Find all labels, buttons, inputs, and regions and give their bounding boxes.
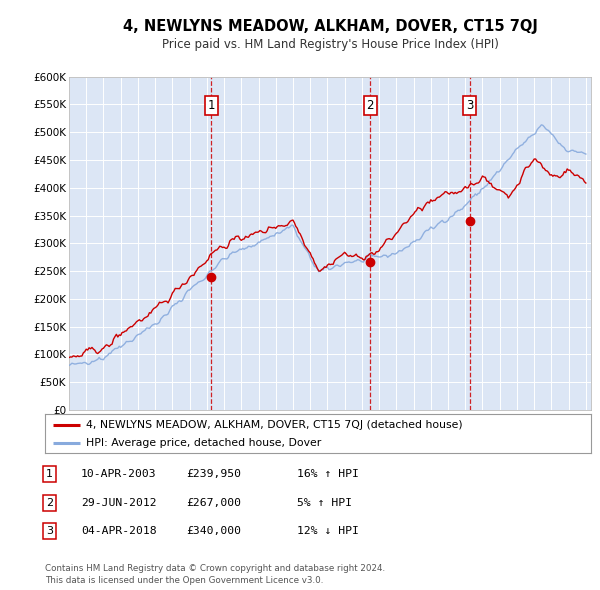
Text: 4, NEWLYNS MEADOW, ALKHAM, DOVER, CT15 7QJ (detached house): 4, NEWLYNS MEADOW, ALKHAM, DOVER, CT15 7… xyxy=(86,420,463,430)
Text: 16% ↑ HPI: 16% ↑ HPI xyxy=(297,470,359,479)
Text: £239,950: £239,950 xyxy=(186,470,241,479)
Text: HPI: Average price, detached house, Dover: HPI: Average price, detached house, Dove… xyxy=(86,438,321,448)
Text: 3: 3 xyxy=(46,526,53,536)
Text: 29-JUN-2012: 29-JUN-2012 xyxy=(81,498,157,507)
Text: 4, NEWLYNS MEADOW, ALKHAM, DOVER, CT15 7QJ: 4, NEWLYNS MEADOW, ALKHAM, DOVER, CT15 7… xyxy=(122,19,538,34)
Text: 12% ↓ HPI: 12% ↓ HPI xyxy=(297,526,359,536)
Text: 1: 1 xyxy=(208,99,215,112)
Text: 5% ↑ HPI: 5% ↑ HPI xyxy=(297,498,352,507)
Text: Contains HM Land Registry data © Crown copyright and database right 2024.
This d: Contains HM Land Registry data © Crown c… xyxy=(45,565,385,585)
Text: 3: 3 xyxy=(466,99,473,112)
Text: 1: 1 xyxy=(46,470,53,479)
Text: 04-APR-2018: 04-APR-2018 xyxy=(81,526,157,536)
Text: 2: 2 xyxy=(46,498,53,507)
Text: £340,000: £340,000 xyxy=(186,526,241,536)
Text: 2: 2 xyxy=(367,99,374,112)
Text: Price paid vs. HM Land Registry's House Price Index (HPI): Price paid vs. HM Land Registry's House … xyxy=(161,38,499,51)
Text: 10-APR-2003: 10-APR-2003 xyxy=(81,470,157,479)
Text: £267,000: £267,000 xyxy=(186,498,241,507)
